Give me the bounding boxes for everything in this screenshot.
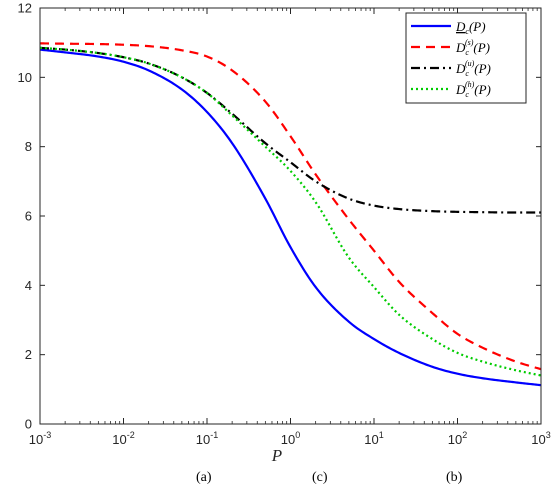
series-line-1 — [39, 48, 542, 387]
legend-label-1: Dc(P) — [455, 19, 486, 36]
legend: Dc(P) Dc(s)(P) Dc(u)(P) Dc(h)(P) — [405, 12, 527, 104]
x-tick-label: 10-3 — [29, 430, 51, 447]
chart: 0 2 4 6 8 10 12 10-3 10-2 10-1 100 101 102 103 P Dc(… — [18, 1, 551, 466]
x-tick-label: 103 — [531, 430, 550, 447]
y-tick-label: 4 — [25, 278, 32, 293]
x-tick-label: 10-1 — [196, 430, 218, 447]
x-axis-label: P — [271, 446, 282, 465]
x-tick-label: 102 — [448, 430, 467, 447]
legend-label-3: Dc(u)(P) — [455, 59, 491, 78]
caption-c: (c) — [312, 470, 328, 485]
x-tick-labels: 10-3 10-2 10-1 100 101 102 103 — [29, 430, 551, 447]
series-group — [39, 42, 542, 387]
y-tick-label: 2 — [25, 347, 32, 362]
legend-label-4: Dc(h)(P) — [455, 80, 491, 99]
series-line-4 — [39, 46, 542, 377]
y-tick-label: 0 — [25, 417, 32, 432]
series-line-2 — [39, 42, 542, 371]
series-line-3 — [39, 46, 541, 214]
y-tick-label: 12 — [18, 1, 32, 16]
caption-b: (b) — [446, 470, 463, 485]
caption-a: (a) — [196, 470, 212, 485]
x-tick-label: 100 — [281, 430, 300, 447]
y-tick-label: 6 — [25, 209, 32, 224]
y-tick-label: 8 — [25, 139, 32, 154]
x-tick-label: 101 — [364, 430, 383, 447]
y-tick-label: 10 — [18, 70, 32, 85]
x-tick-label: 10-2 — [112, 430, 134, 447]
y-tick-labels: 0 2 4 6 8 10 12 — [18, 1, 32, 432]
axes — [39, 7, 542, 425]
legend-label-2: Dc(s)(P) — [455, 38, 490, 57]
